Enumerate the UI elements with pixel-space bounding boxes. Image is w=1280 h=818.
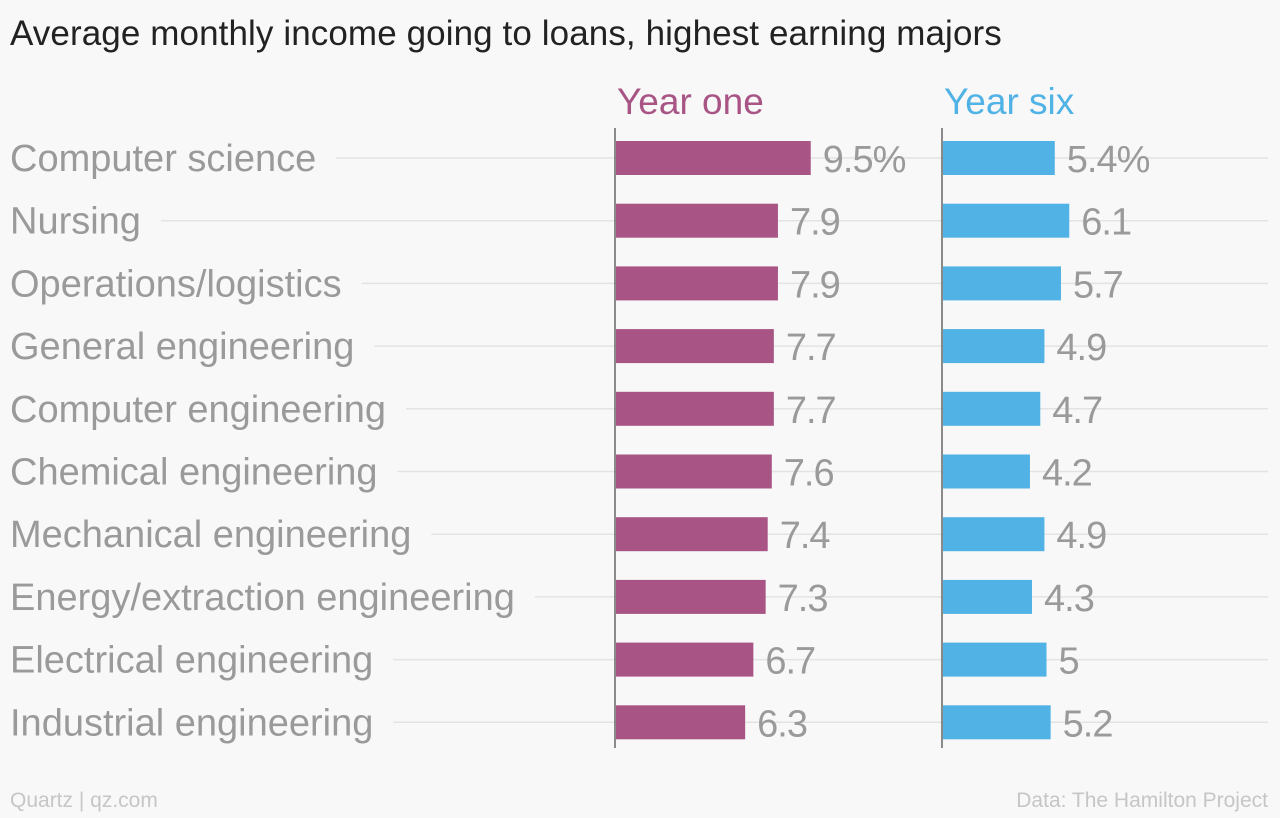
category-label: Energy/extraction engineering: [10, 577, 515, 619]
bar: [616, 329, 774, 364]
value-label: 7.3: [778, 578, 828, 620]
category-label: Nursing: [10, 201, 141, 243]
bar: [616, 203, 778, 238]
bar: [616, 642, 754, 677]
category-label: Mechanical engineering: [10, 514, 411, 556]
bar: [943, 517, 1045, 552]
chart-title: Average monthly income going to loans, h…: [10, 14, 1002, 53]
series-header: Year one: [617, 81, 764, 122]
value-label: 7.4: [780, 515, 831, 557]
category-label: General engineering: [10, 326, 354, 368]
bar: [943, 705, 1051, 740]
bar: [616, 705, 746, 740]
value-label: 4.9: [1056, 327, 1106, 369]
value-label: 6.1: [1081, 202, 1131, 244]
footer-source: Data: The Hamilton Project: [1016, 789, 1268, 812]
footer-credit: Quartz | qz.com: [10, 789, 158, 812]
value-label: 7.9: [790, 202, 840, 244]
bar: [616, 517, 768, 552]
bar: [616, 391, 774, 426]
value-label: 5: [1059, 641, 1079, 683]
category-label: Computer engineering: [10, 389, 386, 431]
bar: [616, 454, 772, 489]
value-label: 4.3: [1044, 578, 1094, 620]
value-label: 7.7: [786, 327, 836, 369]
value-label: 7.6: [784, 453, 834, 495]
bar: [943, 579, 1033, 614]
value-label: 6.3: [757, 703, 807, 745]
value-label: 5.7: [1073, 264, 1123, 306]
value-label: 7.9: [790, 264, 840, 306]
bar: [616, 266, 778, 301]
bar: [943, 203, 1070, 238]
bar: [616, 141, 811, 175]
value-label: 5.4%: [1067, 139, 1150, 181]
value-label: 9.5%: [823, 139, 906, 181]
value-label: 6.7: [765, 641, 815, 683]
category-label: Electrical engineering: [10, 640, 373, 682]
value-label: 5.2: [1063, 703, 1113, 745]
value-label: 4.9: [1056, 515, 1106, 557]
series-header: Year six: [944, 81, 1075, 122]
category-label: Computer science: [10, 138, 316, 180]
category-label: Chemical engineering: [10, 452, 378, 494]
bar: [943, 391, 1041, 426]
category-label: Operations/logistics: [10, 263, 342, 305]
value-label: 4.7: [1052, 390, 1102, 432]
value-label: 4.2: [1042, 453, 1092, 495]
bar: [943, 329, 1045, 364]
value-label: 7.7: [786, 390, 836, 432]
bar: [943, 642, 1047, 677]
category-label: Industrial engineering: [10, 702, 373, 744]
bar: [943, 141, 1055, 175]
bar: [943, 454, 1030, 489]
bar: [943, 266, 1061, 301]
bar: [616, 579, 766, 614]
